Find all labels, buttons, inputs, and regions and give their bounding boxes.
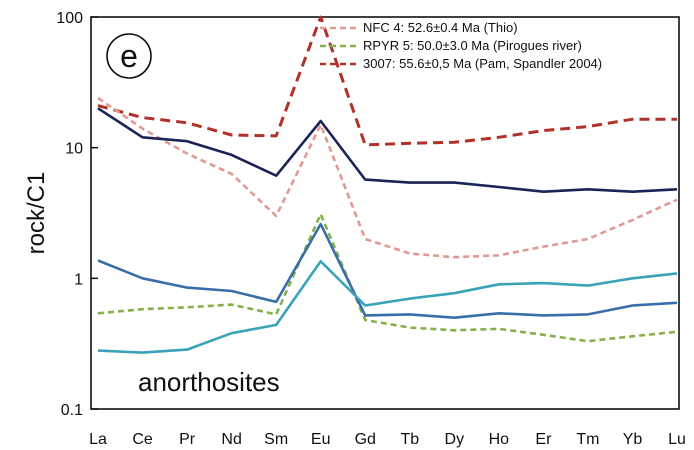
x-tick-label: Sm	[264, 431, 288, 448]
series-line-2	[97, 212, 678, 343]
series-line-1	[97, 96, 678, 259]
y-axis-label: rock/C1	[23, 172, 50, 255]
x-tick-label: Lu	[668, 431, 686, 448]
panel-label: e	[106, 33, 152, 79]
y-tick-label: 10	[65, 141, 83, 158]
x-tick-label: Pr	[179, 431, 196, 448]
series-line-6	[97, 259, 678, 354]
x-tick-label: Eu	[311, 431, 331, 448]
annotation-anorthosites: anorthosites	[138, 367, 280, 397]
x-tick-label: La	[89, 431, 107, 448]
series-line-3	[97, 15, 677, 147]
x-tick-label: Dy	[445, 431, 465, 448]
plot-frame	[90, 16, 680, 410]
x-tick-label: Ho	[489, 431, 510, 448]
x-tick-label: Nd	[221, 431, 241, 448]
series-line-4	[97, 107, 678, 193]
x-tick-label: Ce	[132, 431, 153, 448]
x-tick-label: Tb	[400, 431, 419, 448]
x-axis: La Ce Pr Nd Sm Eu Gd Tb Dy Ho Er Tm Yb Lu	[89, 431, 686, 448]
y-tick-label: 100	[56, 10, 83, 27]
y-tick-label: 0.1	[61, 402, 83, 419]
x-tick-label: Er	[535, 431, 552, 448]
y-axis: 0.1 1 10 100	[56, 10, 98, 419]
legend-entry: NFC 4: 52.6±0.4 Ma (Thio)	[363, 20, 518, 35]
series-line-5	[97, 222, 678, 320]
y-tick-label: 1	[74, 271, 83, 288]
x-tick-label: Gd	[355, 431, 376, 448]
panel-label-text: e	[120, 38, 138, 74]
x-tick-label: Tm	[576, 431, 599, 448]
legend-entry: 3007: 55.6±0,5 Ma (Pam, Spandler 2004)	[363, 56, 602, 71]
series-layer	[97, 15, 678, 354]
panel-label-circle	[106, 33, 152, 79]
legend: NFC 4: 52.6±0.4 Ma (Thio) RPYR 5: 50.0±3.…	[320, 20, 602, 71]
legend-entry: RPYR 5: 50.0±3.0 Ma (Pirogues river)	[363, 38, 582, 53]
x-tick-label: Yb	[623, 431, 643, 448]
